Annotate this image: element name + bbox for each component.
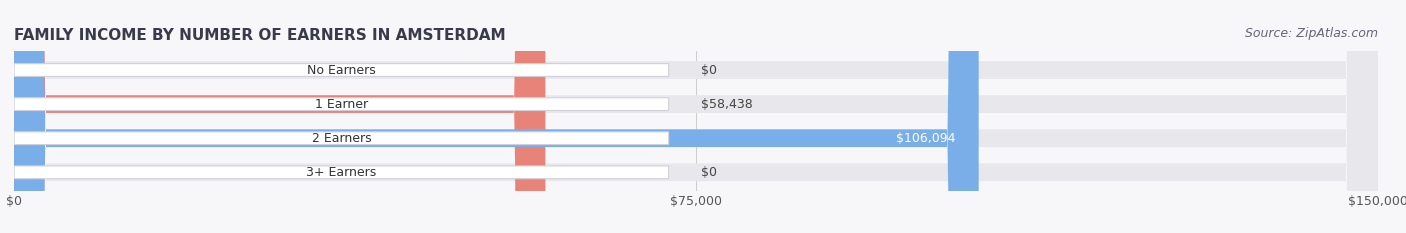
FancyBboxPatch shape	[14, 132, 669, 145]
Text: Source: ZipAtlas.com: Source: ZipAtlas.com	[1244, 27, 1378, 40]
FancyBboxPatch shape	[14, 0, 1378, 233]
Text: $58,438: $58,438	[700, 98, 752, 111]
FancyBboxPatch shape	[14, 0, 1378, 233]
Text: 3+ Earners: 3+ Earners	[307, 166, 377, 179]
FancyBboxPatch shape	[14, 0, 1378, 233]
FancyBboxPatch shape	[14, 0, 1378, 233]
Text: 2 Earners: 2 Earners	[312, 132, 371, 145]
Text: $0: $0	[700, 64, 717, 76]
Text: $106,094: $106,094	[897, 132, 956, 145]
FancyBboxPatch shape	[14, 166, 669, 179]
FancyBboxPatch shape	[14, 0, 979, 233]
Text: $0: $0	[700, 166, 717, 179]
Text: 1 Earner: 1 Earner	[315, 98, 368, 111]
FancyBboxPatch shape	[14, 98, 669, 110]
Text: FAMILY INCOME BY NUMBER OF EARNERS IN AMSTERDAM: FAMILY INCOME BY NUMBER OF EARNERS IN AM…	[14, 28, 506, 43]
Text: No Earners: No Earners	[307, 64, 375, 76]
FancyBboxPatch shape	[14, 64, 669, 76]
FancyBboxPatch shape	[14, 0, 546, 233]
